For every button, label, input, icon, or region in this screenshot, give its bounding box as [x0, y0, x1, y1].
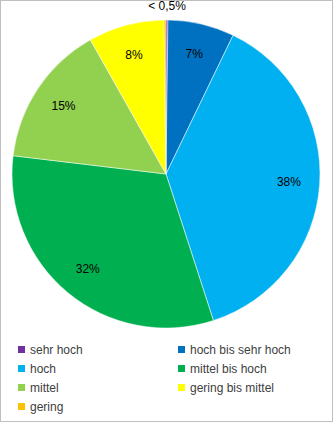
- data-label: 7%: [186, 47, 204, 61]
- data-label: 8%: [125, 48, 143, 62]
- data-label: 32%: [76, 262, 100, 276]
- legend-swatch: [178, 365, 185, 372]
- legend-swatch: [18, 384, 25, 391]
- legend-swatch: [178, 346, 185, 353]
- legend-swatch: [18, 403, 25, 410]
- data-label: 38%: [277, 175, 301, 189]
- slices: [12, 20, 320, 328]
- frame: [1, 1, 333, 422]
- legend-label: sehr hoch: [30, 343, 83, 357]
- legend: sehr hoch hoch bis sehr hoch hoch mittel bi…: [18, 343, 291, 414]
- data-labels: < 0,5% 7% 38% 32% 15% 8%: [51, 0, 301, 276]
- slice: [90, 20, 166, 174]
- slice: [164, 20, 166, 174]
- legend-label: mittel bis hoch: [190, 362, 267, 376]
- legend-label: hoch bis sehr hoch: [190, 343, 291, 357]
- legend-label: hoch: [30, 362, 56, 376]
- legend-label: gering: [30, 400, 63, 414]
- legend-label: mittel: [30, 381, 59, 395]
- legend-label: gering bis mittel: [190, 381, 274, 395]
- legend-swatch: [18, 365, 25, 372]
- chart: < 0,5% 7% 38% 32% 15% 8% sehr hoch hoch bis seh…: [0, 0, 333, 422]
- legend-swatch: [18, 346, 25, 353]
- legend-swatch: [178, 384, 185, 391]
- data-label: < 0,5%: [148, 0, 186, 13]
- slice: [12, 156, 213, 328]
- data-label: 15%: [51, 99, 75, 113]
